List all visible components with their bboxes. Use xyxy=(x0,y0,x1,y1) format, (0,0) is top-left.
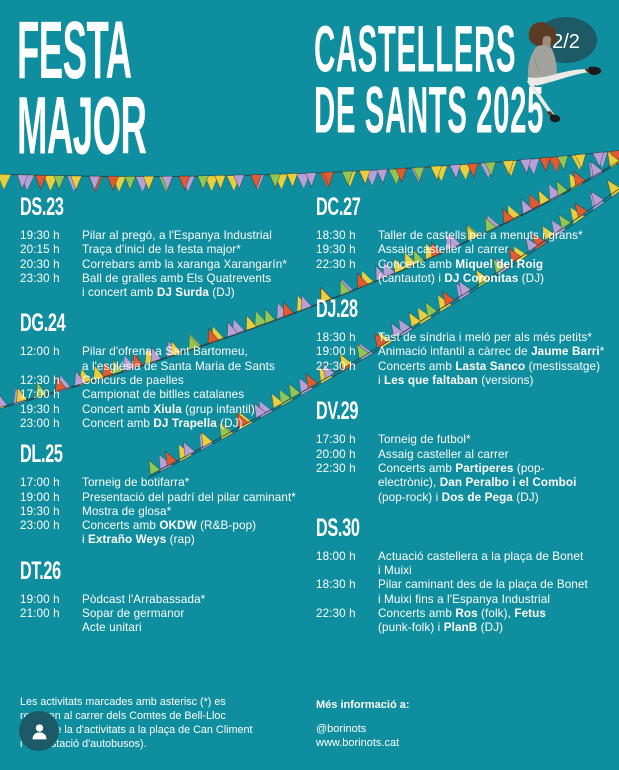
svg-text:2/2: 2/2 xyxy=(552,31,580,53)
